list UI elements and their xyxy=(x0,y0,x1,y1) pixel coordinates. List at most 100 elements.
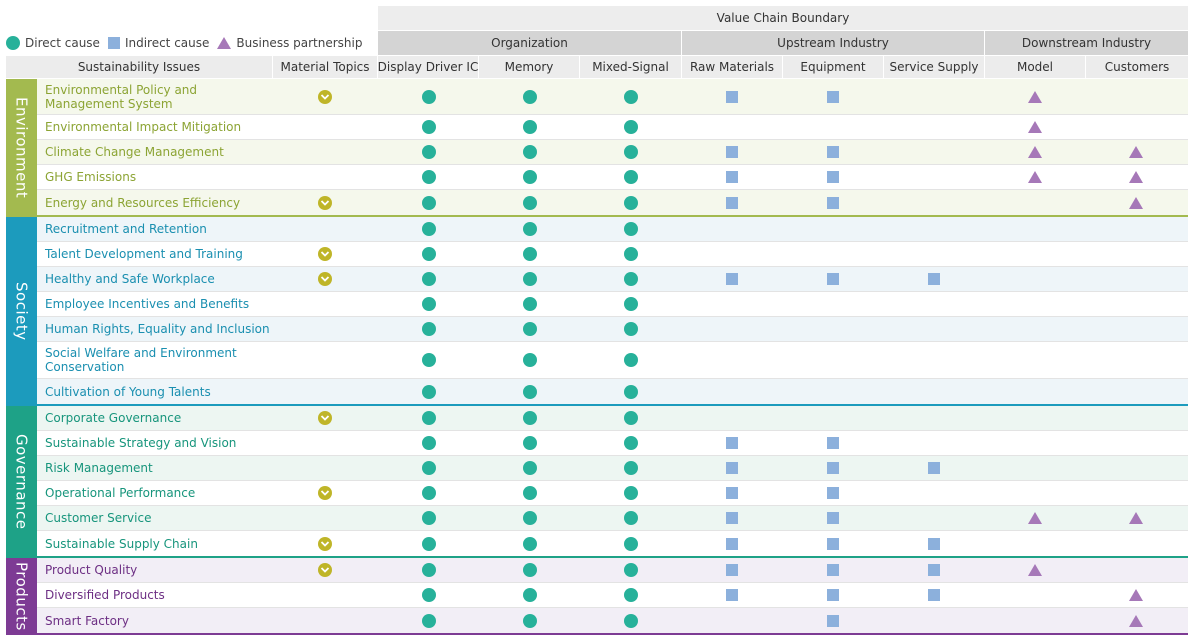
organization-cell xyxy=(414,267,444,291)
organization-cell xyxy=(616,456,646,480)
issue-label: Smart Factory xyxy=(45,613,129,628)
col-customers: Customers xyxy=(1086,56,1188,78)
col-model: Model xyxy=(985,56,1085,78)
indirect-cause-icon xyxy=(726,146,738,158)
col-sustainability-issues: Sustainability Issues xyxy=(6,56,272,78)
material-topic-cell xyxy=(310,481,340,505)
issue-label: Recruitment and Retention xyxy=(45,222,207,236)
downstream-cell xyxy=(1121,506,1151,530)
issue-label: Product Quality xyxy=(45,563,138,577)
indirect-cause-icon xyxy=(827,171,839,183)
indirect-cause-icon xyxy=(726,273,738,285)
business-partnership-icon xyxy=(1129,196,1143,209)
downstream-cell xyxy=(1020,140,1050,164)
organization-cell xyxy=(414,292,444,316)
direct-cause-icon xyxy=(523,613,537,628)
section-title: Products xyxy=(12,562,31,631)
group-upstream: Upstream Industry xyxy=(682,31,984,55)
table-row: Climate Change Management xyxy=(37,140,1188,165)
indirect-cause-icon xyxy=(726,537,738,550)
col-memory: Memory xyxy=(479,56,579,78)
direct-cause-icon xyxy=(422,170,436,184)
direct-cause-icon xyxy=(523,170,537,184)
direct-cause-icon xyxy=(422,511,436,525)
direct-cause-icon xyxy=(422,588,436,602)
table-row: GHG Emissions xyxy=(37,165,1188,190)
col-raw-materials: Raw Materials xyxy=(682,56,782,78)
direct-cause-icon xyxy=(422,411,436,425)
table-row: Energy and Resources Efficiency xyxy=(37,190,1188,215)
direct-cause-icon xyxy=(624,120,638,134)
indirect-cause-icon xyxy=(726,90,738,103)
issue-label: Energy and Resources Efficiency xyxy=(45,195,241,210)
business-partnership-icon xyxy=(1028,512,1042,524)
material-topic-chevron-icon xyxy=(318,411,332,425)
material-topic-chevron-icon xyxy=(318,563,332,577)
upstream-cell xyxy=(919,558,949,582)
organization-cell xyxy=(414,165,444,189)
upstream-cell xyxy=(717,79,747,114)
indirect-cause-icon xyxy=(827,537,839,550)
organization-cell xyxy=(414,79,444,114)
direct-cause-icon xyxy=(624,247,638,261)
direct-cause-icon xyxy=(523,297,537,311)
organization-cell xyxy=(616,242,646,266)
indirect-cause-icon xyxy=(726,589,738,601)
downstream-cell xyxy=(1020,115,1050,139)
direct-cause-icon xyxy=(624,536,638,551)
upstream-cell xyxy=(919,267,949,291)
direct-cause-icon xyxy=(624,563,638,577)
material-topic-cell xyxy=(310,190,340,215)
direct-cause-icon xyxy=(422,297,436,311)
direct-cause-icon xyxy=(624,222,638,236)
upstream-cell xyxy=(818,608,848,633)
indirect-cause-icon xyxy=(928,537,940,550)
upstream-cell xyxy=(717,481,747,505)
direct-cause-icon xyxy=(422,384,436,399)
upstream-cell xyxy=(818,506,848,530)
organization-cell xyxy=(414,317,444,341)
direct-cause-icon xyxy=(624,297,638,311)
downstream-cell xyxy=(1121,583,1151,607)
table-row: Environmental Impact Mitigation xyxy=(37,115,1188,140)
table-row: Corporate Governance xyxy=(37,406,1188,431)
material-topic-cell xyxy=(310,79,340,114)
direct-cause-icon xyxy=(624,486,638,500)
organization-cell xyxy=(616,379,646,404)
upstream-cell xyxy=(717,583,747,607)
indirect-cause-icon xyxy=(827,589,839,601)
organization-cell xyxy=(616,190,646,215)
organization-cell xyxy=(515,165,545,189)
business-partnership-icon xyxy=(1028,146,1042,158)
organization-cell xyxy=(616,79,646,114)
upstream-cell xyxy=(717,190,747,215)
business-partnership-icon xyxy=(1028,564,1042,576)
indirect-cause-icon xyxy=(827,564,839,576)
value-chain-boundary-header: Value Chain Boundary xyxy=(378,6,1188,30)
downstream-cell xyxy=(1020,79,1050,114)
issue-label: Operational Performance xyxy=(45,486,196,500)
direct-cause-icon xyxy=(523,588,537,602)
direct-cause-icon xyxy=(422,461,436,475)
direct-cause-icon xyxy=(422,536,436,551)
material-topic-cell xyxy=(310,558,340,582)
indirect-cause-icon xyxy=(726,487,738,499)
organization-cell xyxy=(616,165,646,189)
indirect-cause-icon xyxy=(928,462,940,474)
table-row: Sustainable Strategy and Vision xyxy=(37,431,1188,456)
issue-label: Risk Management xyxy=(45,461,153,475)
upstream-cell xyxy=(919,531,949,556)
direct-cause-icon xyxy=(624,195,638,210)
direct-cause-icon xyxy=(422,613,436,628)
direct-cause-icon xyxy=(523,486,537,500)
issue-label: Diversified Products xyxy=(45,588,165,602)
section-society: Society Recruitment and Retention Talent D… xyxy=(6,217,1188,406)
organization-cell xyxy=(515,79,545,114)
sustainability-matrix: Environment Environmental Policy and Mana… xyxy=(6,79,1188,635)
material-topic-cell xyxy=(310,267,340,291)
indirect-cause-icon xyxy=(726,512,738,524)
issue-label: Employee Incentives and Benefits xyxy=(45,297,250,311)
direct-cause-icon xyxy=(624,511,638,525)
indirect-cause-icon xyxy=(726,171,738,183)
direct-cause-icon xyxy=(624,170,638,184)
